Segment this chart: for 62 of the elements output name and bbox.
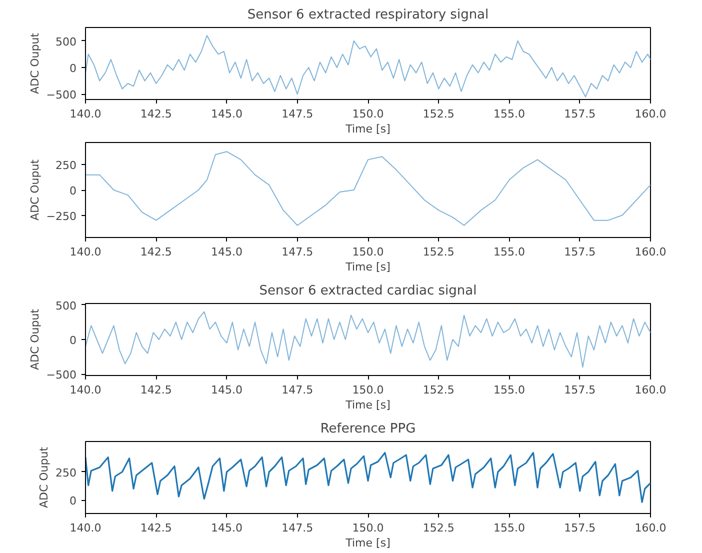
x-tick-label: 145.0 (211, 246, 243, 258)
x-axis-title: Time [s] (344, 398, 390, 412)
x-tick-label: 150.0 (352, 246, 384, 258)
y-axis-title: ADC Ouput (28, 308, 42, 370)
chart-title: Sensor 6 extracted cardiac signal (259, 284, 477, 298)
x-tick-label: 140.0 (70, 384, 102, 396)
x-tick-label: 152.5 (422, 108, 454, 120)
x-tick-label: 155.0 (494, 108, 526, 120)
y-tick-label: −500 (46, 368, 77, 382)
chart-title: Reference PPG (320, 422, 416, 436)
x-axis-title: Time [s] (344, 260, 390, 274)
y-tick-label: 0 (70, 184, 76, 198)
x-tick-label: 155.0 (494, 246, 526, 258)
line-series (86, 452, 650, 504)
y-axis-title: ADC Ouput (28, 158, 42, 221)
x-axis-title: Time [s] (344, 536, 390, 550)
x-tick-label: 150.0 (352, 522, 384, 534)
x-tick-label: 160.0 (634, 522, 666, 534)
x-axis-title: Time [s] (344, 122, 390, 136)
y-axis-title: ADC Ouput (28, 32, 42, 94)
x-tick-label: 142.5 (140, 384, 172, 396)
y-tick-label: 0 (70, 334, 76, 347)
y-axis-title: ADC Ouput (38, 446, 51, 508)
x-tick-label: 142.5 (140, 522, 172, 534)
x-tick-label: 157.5 (564, 108, 596, 120)
x-tick-label: 160.0 (634, 246, 666, 258)
line-series (86, 311, 650, 368)
x-tick-label: 147.5 (282, 522, 314, 534)
y-tick-label: 0 (70, 62, 76, 75)
x-tick-label: 152.5 (422, 384, 454, 396)
x-tick-label: 145.0 (211, 108, 243, 120)
y-tick-label: 250 (56, 159, 77, 172)
x-tick-label: 140.0 (70, 522, 102, 534)
x-tick-label: 140.0 (70, 246, 102, 258)
x-tick-label: 147.5 (282, 108, 314, 120)
x-tick-label: 152.5 (422, 246, 454, 258)
y-tick-label: 0 (70, 494, 76, 508)
y-tick-label: −250 (46, 210, 77, 223)
x-tick-label: 155.0 (494, 384, 526, 396)
x-tick-label: 147.5 (282, 246, 314, 258)
x-tick-label: 140.0 (70, 108, 102, 120)
line-series (86, 35, 650, 98)
x-tick-label: 160.0 (634, 108, 666, 120)
x-tick-label: 160.0 (634, 384, 666, 396)
x-tick-label: 142.5 (140, 108, 172, 120)
y-tick-label: 250 (56, 466, 77, 480)
x-tick-label: 157.5 (564, 522, 596, 534)
x-tick-label: 142.5 (140, 246, 172, 258)
x-tick-label: 145.0 (211, 384, 243, 396)
x-tick-label: 150.0 (352, 108, 384, 120)
x-tick-label: 150.0 (352, 384, 384, 396)
chart-title: Sensor 6 extracted respiratory signal (247, 8, 489, 22)
y-tick-label: 500 (56, 299, 77, 312)
y-tick-label: −500 (46, 88, 77, 102)
x-tick-label: 157.5 (564, 384, 596, 396)
x-tick-label: 152.5 (422, 522, 454, 534)
x-tick-label: 147.5 (282, 384, 314, 396)
line-series (86, 151, 650, 226)
x-tick-label: 157.5 (564, 246, 596, 258)
y-tick-label: 500 (56, 35, 77, 48)
x-tick-label: 155.0 (494, 522, 526, 534)
x-tick-label: 145.0 (211, 522, 243, 534)
